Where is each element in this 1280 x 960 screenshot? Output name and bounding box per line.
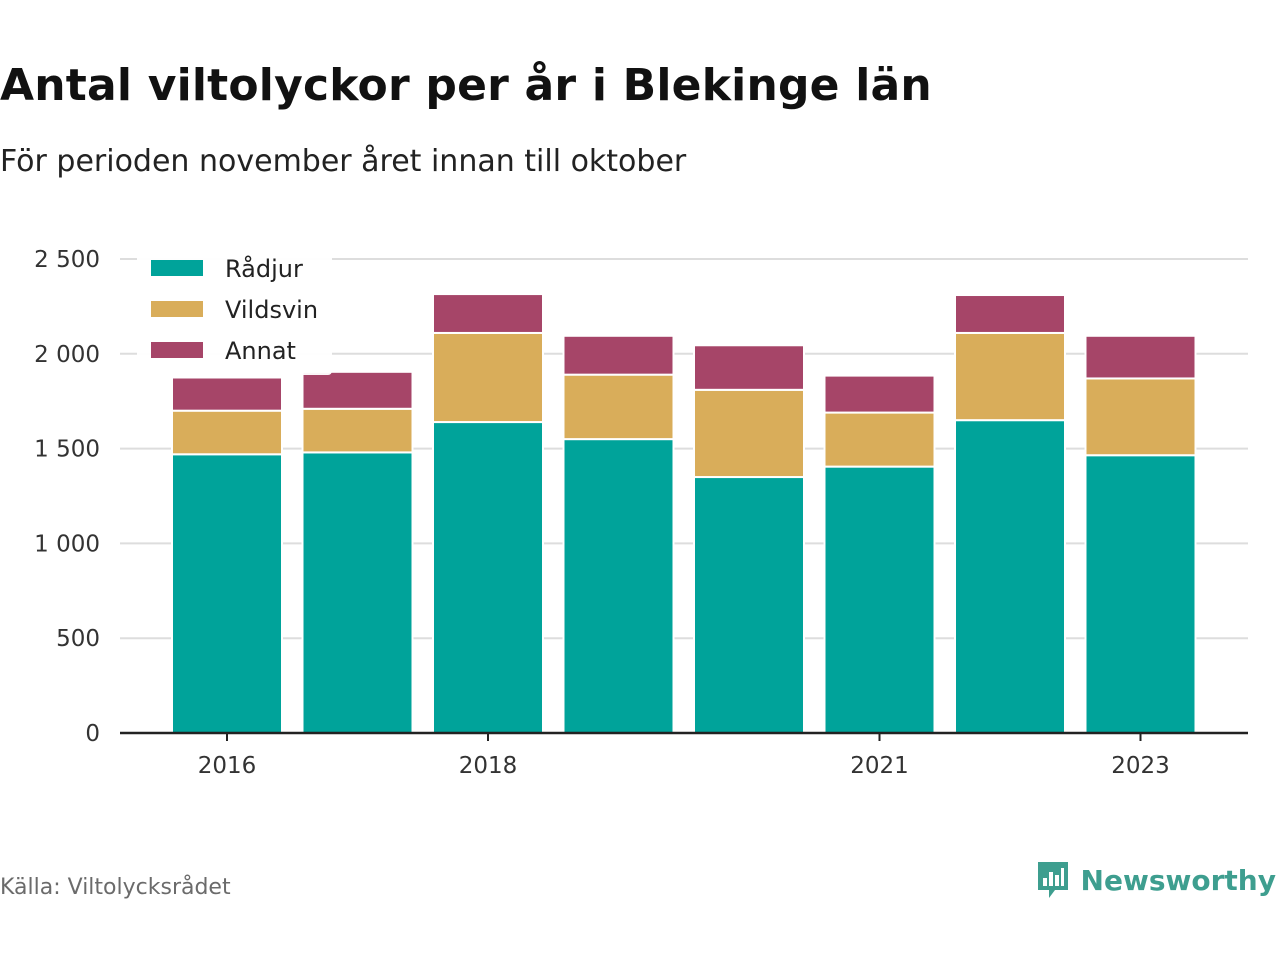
bar-segment (301, 370, 414, 410)
bar-segment (954, 331, 1066, 422)
bar-segment (432, 331, 544, 424)
y-tick-label: 1 000 (34, 531, 100, 557)
y-tick-label: 2 500 (34, 247, 100, 273)
bar-segment (954, 294, 1066, 334)
y-tick-label: 1 500 (34, 437, 100, 463)
source-note: Källa: Viltolycksrådet (0, 875, 231, 900)
bar-segment (432, 421, 544, 734)
bar-segment (823, 465, 936, 734)
x-tick-label: 2018 (459, 753, 518, 779)
bar-segment (1084, 334, 1197, 380)
bar-segment (171, 409, 283, 456)
bar-segment (1084, 377, 1197, 457)
x-tick-label: 2023 (1111, 753, 1170, 779)
brand-name: Newsworthy (1080, 863, 1276, 897)
bar-segment (954, 419, 1066, 734)
legend-label: Annat (225, 337, 296, 365)
bar-segment (171, 376, 283, 412)
bar-segment (823, 411, 936, 468)
bars (171, 293, 1197, 735)
legend-swatch (151, 342, 203, 358)
legend-label: Rådjur (225, 254, 303, 283)
legend-label: Vildsvin (225, 296, 318, 324)
stacked-bar-chart: 0 500 1 000 1 500 2 000 2 500 2016 2018 2021 2023… (34, 245, 1248, 779)
chart-subtitle: För perioden november året innan till ok… (0, 144, 687, 179)
brand-logo: Newsworthy (1035, 860, 1276, 900)
y-tick-label: 0 (85, 721, 100, 747)
chart-title: Antal viltolyckor per år i Blekinge län (0, 60, 932, 111)
bar-segment (301, 407, 414, 454)
bar-segment (562, 334, 675, 376)
bar-segment (432, 293, 544, 334)
bar-segment (1084, 454, 1197, 734)
legend-swatch (151, 260, 203, 276)
bar-segment (693, 344, 805, 391)
bar-segment (562, 438, 675, 734)
newsworthy-logo-icon (1037, 862, 1068, 898)
x-tick-label: 2021 (850, 753, 909, 779)
legend-swatch (151, 301, 203, 317)
axes: 0 500 1 000 1 500 2 000 2 500 2016 2018 2021 2023 (34, 247, 1248, 779)
bar-segment (301, 451, 414, 734)
y-tick-label: 500 (56, 626, 100, 652)
bar-segment (823, 374, 936, 414)
bar-segment (171, 453, 283, 734)
bar-segment (693, 388, 805, 479)
x-tick-label: 2016 (198, 753, 257, 779)
bar-segment (693, 476, 805, 735)
bar-segment (562, 373, 675, 441)
y-tick-label: 2 000 (34, 342, 100, 368)
legend: Rådjur Vildsvin Annat (137, 245, 332, 375)
